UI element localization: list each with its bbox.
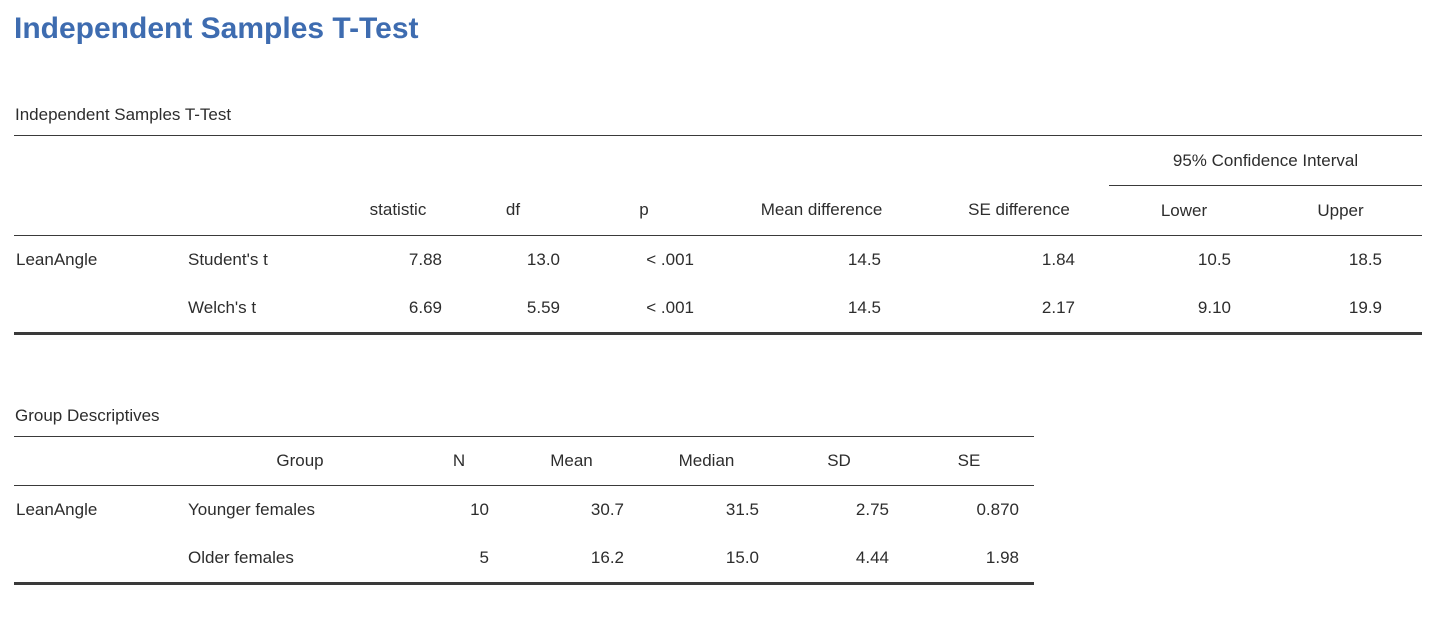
ttest-header-row: statistic df p Mean difference SE differ… [14, 185, 1423, 236]
cell-median: 15.0 [725, 548, 759, 568]
header-se: SE [904, 436, 1034, 486]
table-row: LeanAngle Younger females 10 30.7 31.5 2… [14, 486, 1034, 535]
header-median: Median [639, 436, 774, 486]
header-lower: Lower [1109, 185, 1259, 236]
ttest-table: 95% Confidence Interval statistic df p M… [14, 135, 1423, 335]
header-group: Group [186, 436, 414, 486]
cell-se-difference: 2.17 [1041, 298, 1075, 318]
cell-sd: 2.75 [855, 500, 889, 520]
descriptives-header-row: Group N Mean Median SD SE [14, 436, 1034, 486]
results-page: Independent Samples T-Test Independent S… [14, 12, 1424, 585]
ttest-table-section: Independent Samples T-Test 95% Confidenc… [14, 104, 1424, 335]
header-variable [14, 185, 186, 236]
page-title: Independent Samples T-Test [14, 12, 419, 45]
header-n: N [414, 436, 504, 486]
cell-upper: 19.9 [1348, 298, 1383, 318]
cell-df: 13.0 [526, 250, 560, 270]
cell-n: 10 [470, 500, 489, 520]
cell-lower: 10.5 [1197, 250, 1231, 270]
header-mean: Mean [504, 436, 639, 486]
header-p: p [574, 185, 714, 236]
cell-n: 5 [479, 548, 489, 568]
cell-mean-difference: 14.5 [847, 250, 881, 270]
cell-group: Older females [188, 548, 294, 568]
header-test [186, 185, 344, 236]
cell-se-difference: 1.84 [1041, 250, 1075, 270]
cell-median: 31.5 [725, 500, 759, 520]
cell-variable [14, 535, 186, 584]
ci-spacer-cell [14, 135, 1109, 186]
descriptives-table: Group N Mean Median SD SE LeanAngle Youn… [14, 436, 1034, 585]
cell-test: Student's t [188, 250, 268, 270]
header-statistic: statistic [344, 185, 452, 236]
header-se-difference: SE difference [929, 185, 1109, 236]
cell-lower: 9.10 [1197, 298, 1231, 318]
table-row: Welch's t 6.69 5.59 < .001 14.5 2.17 9.1… [14, 285, 1422, 334]
cell-test: Welch's t [188, 298, 257, 318]
header-variable [14, 436, 186, 486]
cell-statistic: 6.69 [408, 298, 442, 318]
cell-statistic: 7.88 [408, 250, 442, 270]
header-df: df [452, 185, 574, 236]
ci-spanner-row: 95% Confidence Interval [14, 135, 1423, 186]
ttest-table-caption: Independent Samples T-Test [15, 105, 232, 124]
cell-mean-difference: 14.5 [847, 298, 881, 318]
table-row: LeanAngle Student's t 7.88 13.0 < .001 1… [14, 236, 1422, 285]
cell-df: 5.59 [526, 298, 560, 318]
cell-mean: 16.2 [590, 548, 624, 568]
ci-header: 95% Confidence Interval [1109, 135, 1423, 186]
header-upper: Upper [1259, 185, 1423, 236]
table-row: Older females 5 16.2 15.0 4.44 1.98 [14, 535, 1034, 584]
cell-se: 1.98 [985, 548, 1019, 568]
descriptives-table-caption: Group Descriptives [15, 406, 160, 425]
cell-variable: LeanAngle [16, 250, 98, 270]
cell-sd: 4.44 [855, 548, 889, 568]
header-mean-difference: Mean difference [714, 185, 929, 236]
cell-p: < .001 [646, 298, 694, 318]
cell-group: Younger females [188, 500, 315, 520]
cell-mean: 30.7 [590, 500, 624, 520]
cell-p: < .001 [646, 250, 694, 270]
cell-variable [14, 285, 186, 334]
cell-upper: 18.5 [1348, 250, 1383, 270]
descriptives-table-section: Group Descriptives Group N Mean Median S… [14, 405, 1424, 585]
cell-se: 0.870 [976, 500, 1019, 520]
cell-variable: LeanAngle [16, 500, 98, 520]
header-sd: SD [774, 436, 904, 486]
